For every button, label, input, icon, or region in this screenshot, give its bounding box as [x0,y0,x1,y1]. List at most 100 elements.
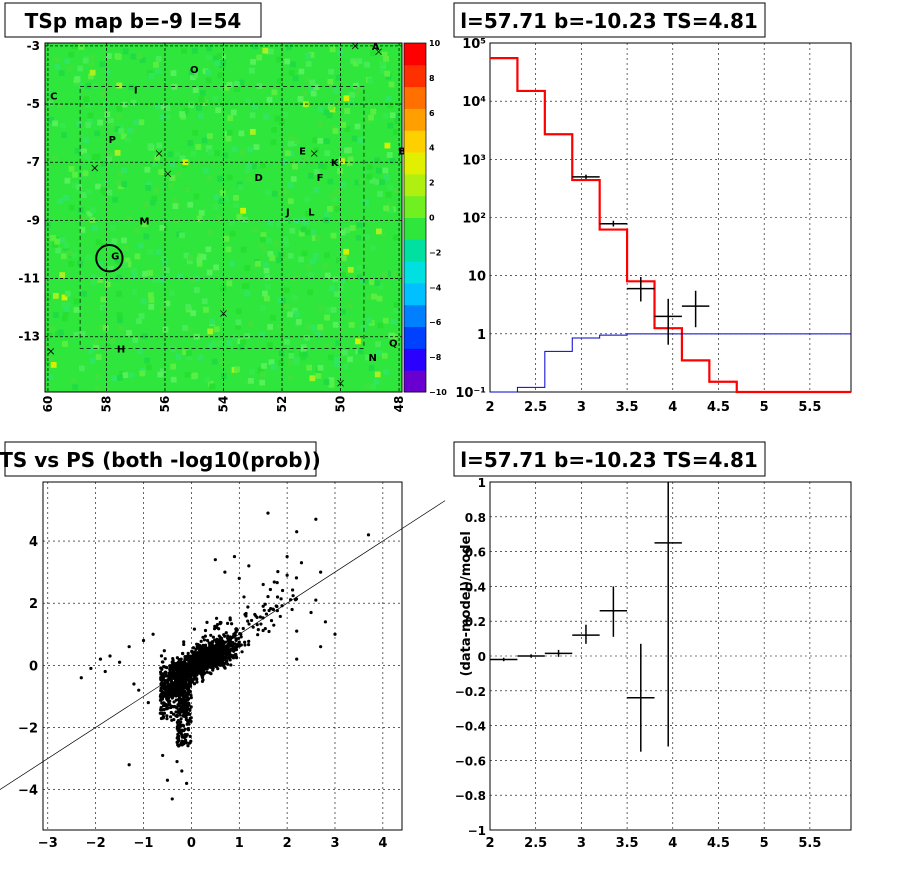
map-pixel [207,133,213,139]
map-pixel [313,147,320,154]
spectrum-x-tick-label: 2 [485,400,494,415]
map-pixel [270,314,276,321]
scatter-point [185,694,189,698]
model-total-line [490,57,851,394]
residual-y-tick-label: 1 [478,476,486,490]
map-pixel [300,346,307,353]
map-pixel [267,220,274,226]
map-pixel [252,103,258,110]
map-pixel [353,91,360,98]
scatter-point [162,664,166,669]
source-cross [220,310,227,317]
map-pixel [197,113,204,119]
map-pixel [246,176,253,183]
map-pixel [213,194,220,201]
colorbar-band [404,173,426,197]
map-pixel [256,83,263,90]
map-pixel [170,363,177,370]
scatter-point [239,635,243,639]
source-label: F [317,173,324,184]
map-pixel [219,359,225,366]
map-pixel [382,167,389,174]
map-pixel [323,138,330,145]
map-pixel [253,144,260,150]
map-pixel [89,69,96,76]
map-pixel [146,364,152,371]
map-pixel [218,62,225,69]
map-pixel [215,107,222,114]
map-pixel [151,161,158,168]
map-pixel [308,51,315,58]
map-pixel [393,113,400,120]
map-pixel [201,298,208,305]
scatter-point [259,622,263,626]
map-pixel [197,253,204,260]
map-pixel [204,376,211,383]
colorbar-band [404,130,426,153]
map-pixel [172,197,178,204]
map-pixel [375,167,382,174]
map-pixel [222,152,229,159]
map-pixel [244,265,251,272]
colorbar-tick-label: −10 [429,388,447,397]
scatter-point [256,628,260,632]
map-pixel [268,359,275,366]
scatter-point [209,633,213,637]
map-pixel [340,277,347,284]
map-pixel [344,147,350,154]
map-pixel [379,179,385,185]
source-label: K [331,158,340,169]
map-pixel [356,264,363,271]
map-pixel [73,307,80,313]
map-pixel [185,304,192,310]
map-pixel [262,113,269,120]
map-pixel [339,229,346,236]
map-pixel [141,333,148,340]
map-pixel [122,262,129,269]
map-pixel [287,134,294,141]
map-pixel [380,230,387,237]
map-pixel [282,111,289,118]
map-pixel [191,47,198,54]
map-pixel [151,277,158,283]
scatter-point [222,633,226,637]
scatter-point [158,711,162,715]
map-pixel [290,61,296,68]
map-pixel [85,82,92,89]
map-pixel [244,290,250,297]
map-pixel [189,277,196,284]
map-pixel [258,331,265,338]
map-pixel [366,294,373,300]
map-pixel [141,221,148,228]
map-pixel [223,195,230,202]
colorbar-tick-label: 8 [429,74,435,83]
map-pixel [374,179,381,185]
map-pixel [106,189,113,196]
map-pixel [382,271,388,278]
source-label: B [398,147,406,158]
map-pixel [87,112,94,119]
map-pixel [321,163,328,170]
map-pixel [266,96,273,103]
spectrum-x-tick-label: 5.5 [798,400,821,415]
scatter-point [232,634,236,638]
scatter-point [262,608,266,612]
map-pixel [370,108,377,115]
map-pixel [365,354,371,361]
map-pixel [86,119,93,125]
map-pixel [65,290,71,297]
scatter-point [179,686,183,691]
map-pixel [144,201,150,208]
map-pixel [158,169,165,176]
map-pixel [293,359,299,366]
map-pixel [159,368,166,375]
map-pixel [332,321,339,328]
map-pixel [310,324,317,331]
source-label: N [369,353,377,364]
map-pixel [310,258,316,265]
map-pixel [172,203,179,210]
scatter-point [187,722,191,726]
map-pixel [296,319,302,325]
colorbar-band [404,348,426,371]
